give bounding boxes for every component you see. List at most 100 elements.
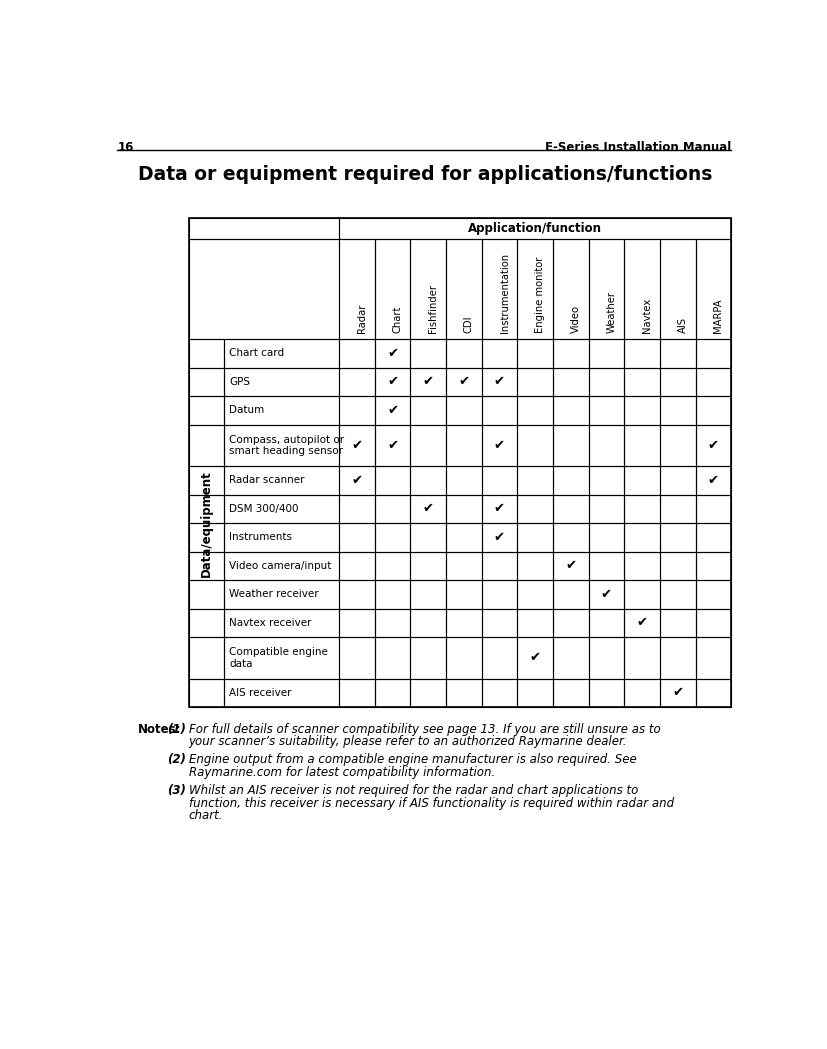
Bar [552, 367, 588, 397]
Text: ✔: ✔ [707, 438, 718, 452]
Text: Chart: Chart [392, 305, 402, 333]
Bar [659, 339, 695, 367]
Text: ✔: ✔ [422, 376, 433, 388]
Bar [552, 239, 588, 339]
Bar [446, 466, 481, 495]
Bar [189, 239, 339, 339]
Bar [189, 397, 224, 425]
Text: Radar: Radar [356, 303, 366, 333]
Bar [410, 339, 446, 367]
Bar [481, 637, 517, 679]
Bar [375, 425, 410, 466]
Text: ✔: ✔ [386, 404, 398, 416]
Bar [446, 367, 481, 397]
Bar [624, 523, 659, 552]
Text: ✔: ✔ [494, 438, 504, 452]
Text: ✔: ✔ [707, 474, 718, 487]
Text: (3): (3) [167, 785, 186, 797]
Bar [659, 239, 695, 339]
Bar [695, 637, 730, 679]
Bar [189, 217, 339, 239]
Bar [410, 495, 446, 523]
Bar [552, 495, 588, 523]
Text: ✔: ✔ [636, 617, 647, 629]
Text: Whilst an AIS receiver is not required for the radar and chart applications to: Whilst an AIS receiver is not required f… [189, 785, 638, 797]
Bar [695, 608, 730, 637]
Bar [552, 679, 588, 707]
Bar [446, 608, 481, 637]
Text: E-Series Installation Manual: E-Series Installation Manual [544, 141, 730, 153]
Text: Chart card: Chart card [229, 348, 284, 359]
Text: Engine output from a compatible engine manufacturer is also required. See: Engine output from a compatible engine m… [189, 753, 636, 767]
Bar [588, 339, 624, 367]
Bar [624, 679, 659, 707]
Text: chart.: chart. [189, 809, 223, 821]
Text: ✔: ✔ [529, 651, 540, 664]
Bar [588, 397, 624, 425]
Bar [552, 425, 588, 466]
Text: Radar scanner: Radar scanner [229, 475, 304, 486]
Bar [481, 580, 517, 608]
Bar [410, 466, 446, 495]
Text: Video: Video [570, 305, 580, 333]
Bar [481, 367, 517, 397]
Bar [339, 217, 730, 239]
Bar [695, 495, 730, 523]
Bar [695, 397, 730, 425]
Bar [695, 466, 730, 495]
Text: Notes:: Notes: [137, 723, 181, 735]
Bar [481, 466, 517, 495]
Bar [375, 397, 410, 425]
Bar [517, 466, 552, 495]
Text: ✔: ✔ [494, 502, 504, 515]
Bar [552, 552, 588, 580]
Bar [481, 608, 517, 637]
Text: Compass, autopilot or
smart heading sensor: Compass, autopilot or smart heading sens… [229, 434, 344, 456]
Text: Compatible engine
data: Compatible engine data [229, 647, 327, 669]
Bar [410, 425, 446, 466]
Bar [410, 523, 446, 552]
Bar [410, 580, 446, 608]
Bar [659, 637, 695, 679]
Bar [517, 239, 552, 339]
Bar [224, 466, 339, 495]
Bar [659, 425, 695, 466]
Bar [659, 523, 695, 552]
Bar [481, 339, 517, 367]
Text: Engine monitor: Engine monitor [534, 257, 544, 333]
Bar [624, 239, 659, 339]
Bar [517, 608, 552, 637]
Bar [552, 580, 588, 608]
Bar [481, 425, 517, 466]
Bar [410, 367, 446, 397]
Bar [446, 239, 481, 339]
Text: ✔: ✔ [422, 502, 433, 515]
Bar [339, 580, 375, 608]
Bar [588, 637, 624, 679]
Bar [189, 552, 224, 580]
Text: ✔: ✔ [351, 438, 362, 452]
Bar [339, 339, 375, 367]
Bar [552, 608, 588, 637]
Bar [659, 466, 695, 495]
Bar [410, 637, 446, 679]
Text: CDI: CDI [463, 316, 473, 333]
Bar [481, 679, 517, 707]
Bar [517, 339, 552, 367]
Text: Fishfinder: Fishfinder [428, 284, 437, 333]
Bar [624, 637, 659, 679]
Bar [552, 339, 588, 367]
Text: Instruments: Instruments [229, 533, 292, 542]
Bar [481, 523, 517, 552]
Bar [517, 523, 552, 552]
Text: ✔: ✔ [494, 531, 504, 544]
Bar [624, 495, 659, 523]
Bar [517, 425, 552, 466]
Text: ✔: ✔ [351, 474, 362, 487]
Bar [339, 552, 375, 580]
Bar [224, 552, 339, 580]
Bar [375, 580, 410, 608]
Bar [624, 552, 659, 580]
Bar [410, 552, 446, 580]
Bar [375, 679, 410, 707]
